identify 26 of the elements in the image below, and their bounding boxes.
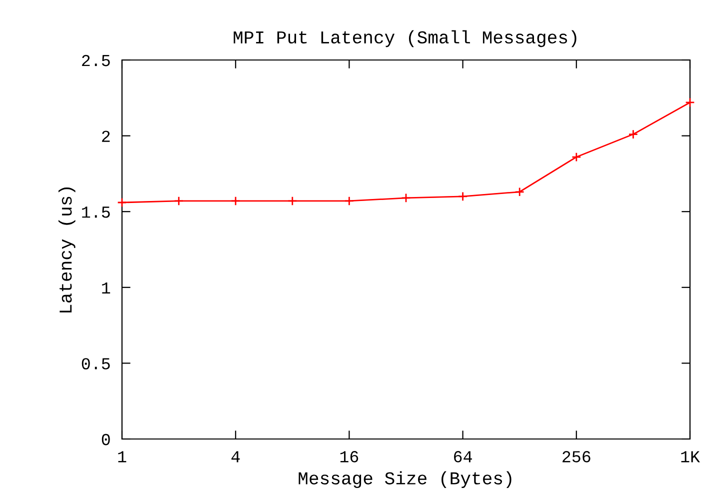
- y-tick-label: 0.5: [82, 358, 110, 370]
- point: [514, 187, 524, 197]
- point: [628, 129, 638, 140]
- point: [344, 196, 354, 206]
- point: [458, 192, 468, 202]
- x-tick-label: 256: [562, 451, 590, 462]
- x-tick-label: 16: [340, 451, 358, 462]
- point: [685, 98, 695, 108]
- chart-title: MPI Put Latency (Small Messages): [234, 30, 576, 48]
- point: [230, 196, 240, 206]
- point: [117, 198, 127, 208]
- x-tick-label: 1: [118, 451, 126, 462]
- y-tick-label: 2.5: [82, 54, 110, 66]
- x-tick-label: 4: [231, 451, 240, 462]
- y-tick-label: 1.5: [82, 206, 110, 218]
- x-axis-title: Message Size (Bytes): [298, 471, 512, 488]
- y-tick-label: 2: [102, 130, 110, 142]
- y-tick-label: 0: [102, 434, 110, 446]
- x-tick-label: 1K: [681, 451, 700, 462]
- point: [174, 196, 184, 206]
- x-tick-label: 64: [454, 451, 472, 462]
- y-tick-label: 1: [102, 282, 110, 294]
- y-axis-title: Latency (us): [58, 188, 76, 312]
- point: [288, 196, 298, 206]
- point: [401, 193, 411, 203]
- point: [572, 152, 582, 162]
